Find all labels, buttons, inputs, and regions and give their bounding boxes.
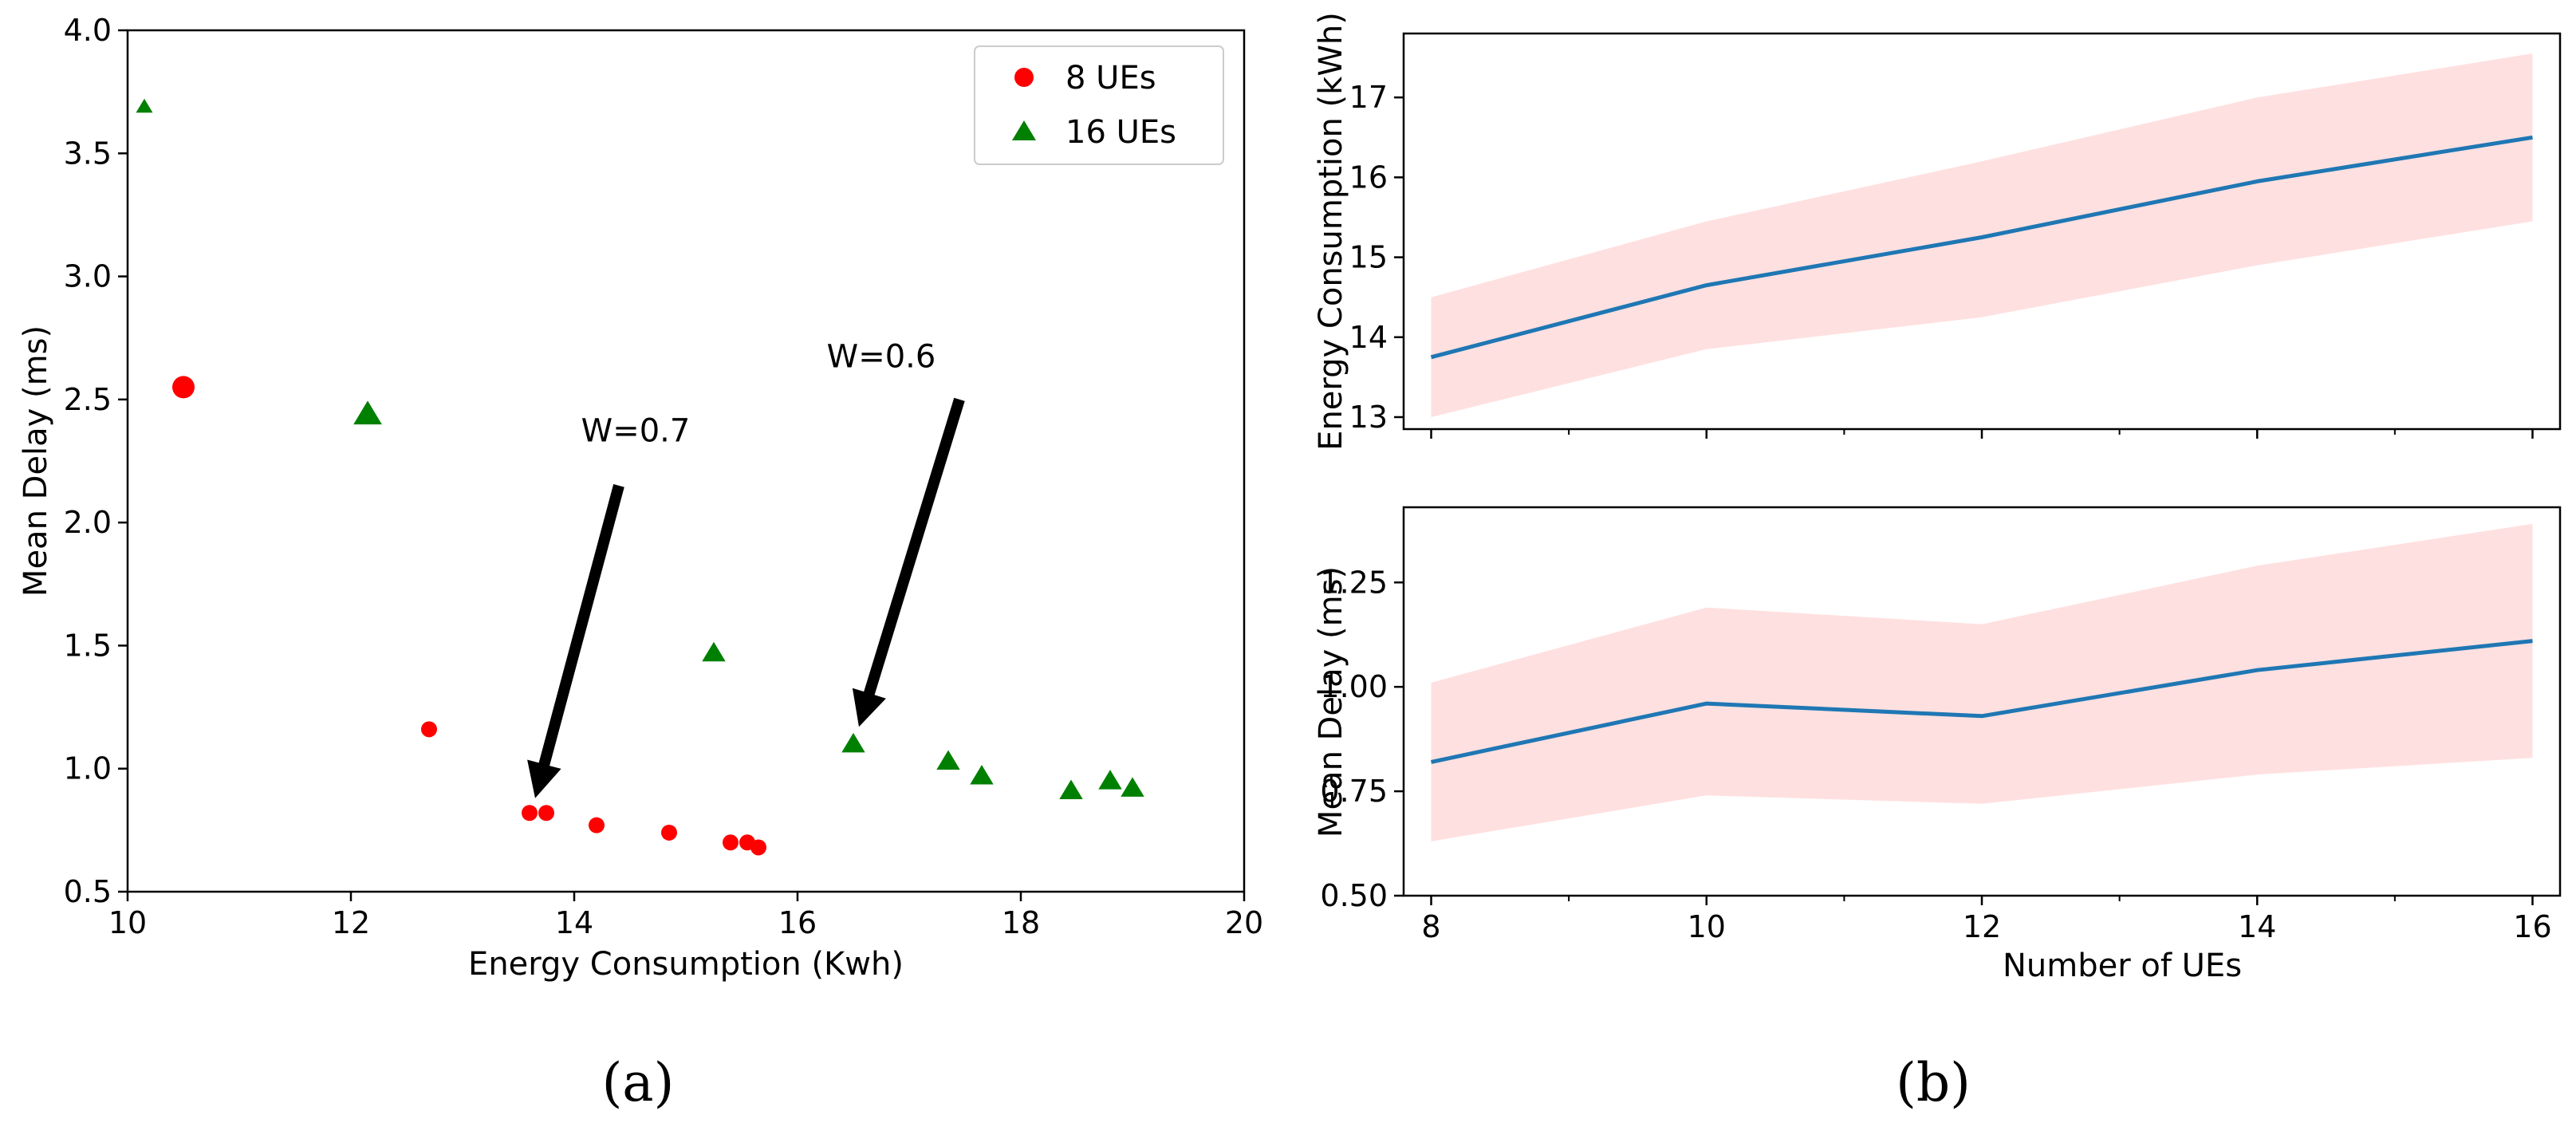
point-16-ues [702,641,726,662]
x-axis-label-b: Number of UEs [2003,948,2242,984]
scatter-chart-a: 10 12 14 16 18 20 0.5 1.0 1.5 2.0 2.5 3.0 3.5 4.0 W=0… [18,13,1263,1113]
point-8-ues [723,834,739,851]
point-16-ues [1098,770,1122,790]
point-16-ues [970,765,994,785]
annotation-label: W=0.6 [827,339,936,376]
confidence-band [1431,523,2533,841]
mean-line [1430,135,2533,360]
axis-ticks-a: 10 12 14 16 18 20 0.5 1.0 1.5 2.0 2.5 3.0 3.5 4.0 [64,13,1264,940]
point-16-ues [353,400,382,425]
point-16-ues [936,750,960,770]
point-16-ues [1059,779,1083,799]
annotation-arrow [527,484,624,798]
legend-marker-16-ues [1012,120,1036,140]
y-tick-label: 3.0 [64,259,112,294]
y-tick-label: 2.5 [64,382,112,417]
y-axis-label-delay: Mean Delay (ms) [1313,566,1349,837]
point-16-ues [841,732,865,753]
y-tick-label: 0.5 [64,874,112,909]
x-tick-label: 10 [1688,909,1726,944]
y-tick-label: 1.5 [64,628,112,663]
energy-panel: 13 14 15 16 17 [1349,32,2562,439]
point-16-ues [136,98,153,113]
x-tick-label: 10 [108,905,147,940]
x-tick-label: 14 [555,905,593,940]
point-8-ues [589,817,605,833]
x-tick-label: 16 [2513,909,2551,944]
y-tick-label: 2.0 [64,505,112,540]
caption-a: (a) [602,1052,675,1113]
y-tick-label: 17 [1349,80,1388,115]
y-tick-label: 14 [1349,320,1388,355]
x-tick-label: 12 [1963,909,2001,944]
point-8-ues [421,721,437,738]
legend-box [974,45,1224,165]
y-tick-label: 3.5 [64,136,112,171]
mean-line [1430,639,2533,764]
x-tick-label: 20 [1225,905,1263,940]
y-tick-label: 0.50 [1320,878,1388,913]
point-8-ues [522,805,538,822]
legend-marker-8-ues [1014,68,1034,87]
annotation-label: W=0.7 [581,412,691,449]
point-8-ues [661,824,677,841]
point-16-ues [1121,777,1144,797]
y-tick-label: 1.25 [1320,565,1388,600]
y-tick-label: 15 [1349,240,1388,275]
y-tick-label: 16 [1349,160,1388,195]
annotation-arrow [852,397,965,727]
x-tick-label: 14 [2238,909,2276,944]
y-tick-label: 13 [1349,400,1388,435]
plot-area-a [126,29,1246,893]
point-8-ues [172,376,195,399]
y-tick-label: 4.0 [64,13,112,48]
delay-panel: 0.50 0.75 1.00 1.25 8 10 12 14 16 [1320,506,2562,944]
x-tick-label: 8 [1421,909,1440,944]
x-axis-label-a: Energy Consumption (Kwh) [468,946,904,983]
y-tick-label: 1.0 [64,751,112,786]
x-tick-label: 18 [1002,905,1040,940]
data-points-a [136,98,1144,856]
line-chart-b: 13 14 15 16 17 0.50 0.75 1.00 1.25 8 10 12 14 16 Num… [1313,12,2562,1113]
caption-b: (b) [1896,1052,1971,1113]
legend-label: 16 UEs [1065,114,1176,151]
y-axis-label-a: Mean Delay (ms) [18,325,54,597]
annotations-a: W=0.7 W=0.6 [527,339,965,798]
y-tick-label: 1.00 [1320,669,1388,704]
point-8-ues [750,839,766,856]
point-8-ues [538,805,554,822]
y-tick-label: 0.75 [1320,774,1388,809]
x-tick-label: 12 [332,905,370,940]
y-axis-label-energy: Energy Consumption (kWh) [1313,12,1349,451]
legend-a: 8 UEs 16 UEs [974,45,1224,165]
x-tick-label: 16 [778,905,817,940]
legend-label: 8 UEs [1065,60,1156,97]
